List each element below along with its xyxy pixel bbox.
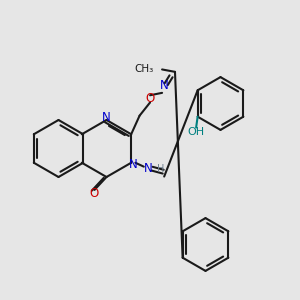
Text: N: N (160, 80, 169, 92)
Text: N: N (129, 158, 138, 171)
Text: OH: OH (188, 127, 205, 137)
Text: N: N (102, 111, 111, 124)
Text: O: O (146, 92, 155, 105)
Text: H: H (158, 164, 165, 174)
Text: N: N (144, 162, 152, 175)
Text: CH₃: CH₃ (135, 64, 154, 74)
Text: O: O (90, 187, 99, 200)
